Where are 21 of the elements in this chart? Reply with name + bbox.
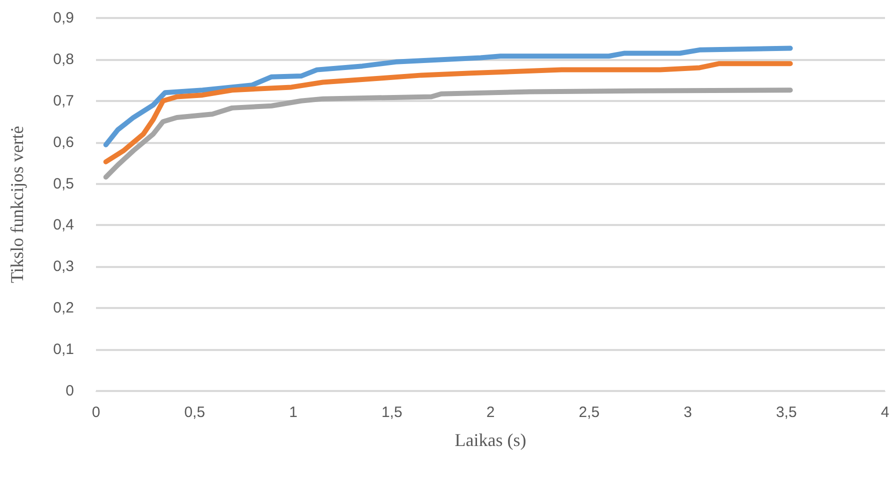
x-tick-label: 1: [289, 404, 298, 421]
x-tick-label: 2: [486, 404, 495, 421]
y-tick-label: 0,3: [53, 258, 74, 276]
y-axis-title: Tikslo funkcijos vertė: [7, 126, 27, 284]
x-axis-title: Laikas (s): [454, 430, 526, 450]
y-tick-label: 0,8: [53, 50, 74, 68]
x-tick-label: 3: [684, 404, 692, 421]
x-tick-label: 1,5: [381, 404, 402, 421]
y-tick-label: 0: [66, 382, 74, 400]
x-tick-label: 3,5: [776, 404, 797, 421]
x-tick-label: 0,5: [184, 404, 206, 421]
y-tick-label: 0,6: [53, 134, 74, 151]
y-tick-label: 0,5: [53, 175, 74, 192]
y-tick-label: 0,1: [53, 341, 74, 358]
x-tick-label: 0: [92, 404, 100, 421]
x-tick-label: 2,5: [578, 404, 600, 421]
y-tick-label: 0,2: [53, 300, 74, 317]
y-tick-label: 0,7: [53, 92, 74, 110]
x-tick-label: 4: [880, 404, 890, 421]
y-tick-label: 0,4: [53, 216, 74, 234]
y-tick-label: 0,9: [53, 10, 74, 26]
